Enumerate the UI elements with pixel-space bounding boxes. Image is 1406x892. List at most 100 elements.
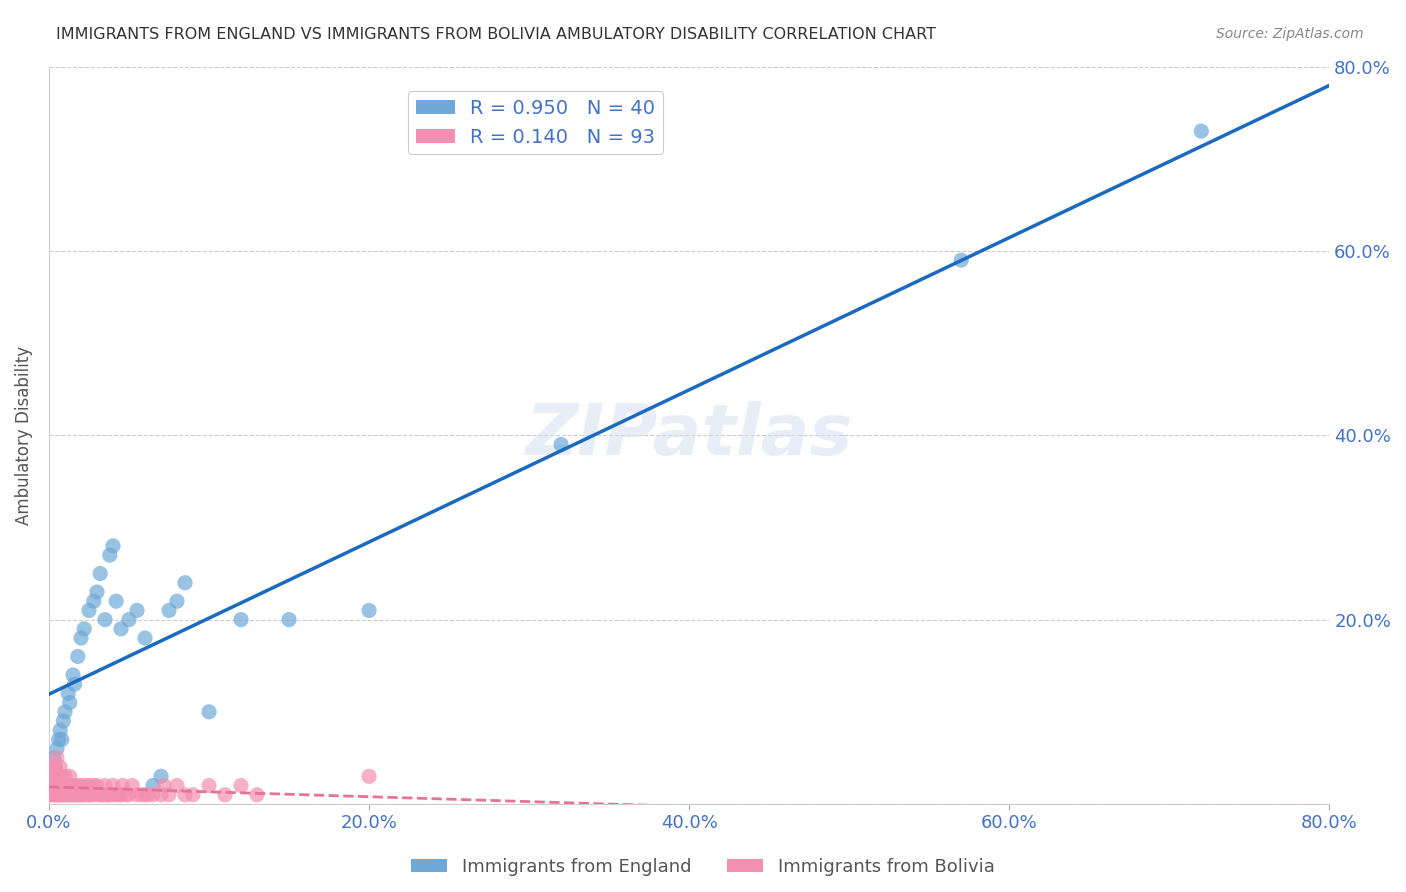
Point (41, 779, 63, 793)
Point (83, 779, 105, 793)
Point (86, 585, 108, 599)
Point (48, 769, 70, 783)
Point (42, 760, 65, 774)
Point (52, 788, 75, 802)
Point (96, 788, 118, 802)
Point (41, 760, 63, 774)
Text: Source: ZipAtlas.com: Source: ZipAtlas.com (1216, 27, 1364, 41)
Point (121, 779, 143, 793)
Point (166, 594, 188, 608)
Point (150, 788, 173, 802)
Point (76, 788, 98, 802)
Point (53, 769, 76, 783)
Point (73, 788, 96, 802)
Point (550, 437, 572, 451)
Point (131, 788, 153, 802)
Point (46, 769, 69, 783)
Point (118, 613, 141, 627)
Point (77, 779, 100, 793)
Point (125, 603, 148, 617)
Point (150, 769, 173, 783)
Point (110, 622, 132, 636)
Point (39, 769, 62, 783)
Point (39, 779, 62, 793)
Point (77, 788, 100, 802)
Point (136, 788, 159, 802)
Point (62, 779, 84, 793)
Point (70, 788, 93, 802)
Point (44, 760, 66, 774)
Point (118, 788, 141, 802)
Point (52, 779, 75, 793)
Point (55, 779, 77, 793)
Point (90, 788, 112, 802)
Point (105, 594, 128, 608)
Point (48, 788, 70, 802)
Point (72, 788, 94, 802)
Point (214, 788, 236, 802)
Point (111, 779, 134, 793)
Point (77, 603, 100, 617)
Point (60, 788, 83, 802)
Point (56, 686, 79, 700)
Point (42, 788, 65, 802)
Point (153, 779, 176, 793)
Text: ZIPatlas: ZIPatlas (526, 401, 853, 470)
Point (42, 779, 65, 793)
Legend: R = 0.950   N = 40, R = 0.140   N = 93: R = 0.950 N = 40, R = 0.140 N = 93 (408, 91, 664, 154)
Point (83, 594, 105, 608)
Point (44, 779, 66, 793)
Point (41, 788, 63, 802)
Point (66, 788, 89, 802)
Point (63, 677, 86, 691)
Point (134, 788, 156, 802)
Point (53, 788, 76, 802)
Point (48, 779, 70, 793)
Point (357, 603, 380, 617)
Point (49, 723, 72, 738)
Point (75, 779, 97, 793)
Point (198, 779, 221, 793)
Point (229, 613, 252, 627)
Point (98, 548, 121, 562)
Point (142, 788, 165, 802)
Point (142, 779, 165, 793)
Point (65, 788, 87, 802)
Point (181, 788, 204, 802)
Point (94, 779, 117, 793)
Point (1189, 124, 1212, 138)
Point (46, 779, 69, 793)
Point (52, 714, 75, 728)
Point (46, 788, 69, 802)
Point (51, 779, 73, 793)
Point (49, 760, 72, 774)
Point (60, 779, 83, 793)
Point (86, 779, 108, 793)
Point (114, 788, 136, 802)
Point (59, 696, 82, 710)
Point (157, 788, 180, 802)
Point (49, 788, 72, 802)
Point (59, 788, 82, 802)
Point (53, 779, 76, 793)
Point (101, 779, 124, 793)
Point (94, 613, 117, 627)
Point (53, 705, 76, 719)
Point (79, 788, 101, 802)
Point (56, 788, 79, 802)
Point (44, 788, 66, 802)
Point (98, 788, 121, 802)
Point (73, 622, 96, 636)
Point (105, 788, 128, 802)
Point (48, 732, 70, 747)
Point (174, 788, 197, 802)
Point (46, 751, 69, 765)
Point (67, 788, 90, 802)
Point (134, 631, 156, 645)
Point (46, 741, 69, 756)
Point (56, 779, 79, 793)
Point (101, 539, 124, 553)
Point (63, 788, 86, 802)
Point (55, 788, 77, 802)
Point (62, 788, 84, 802)
